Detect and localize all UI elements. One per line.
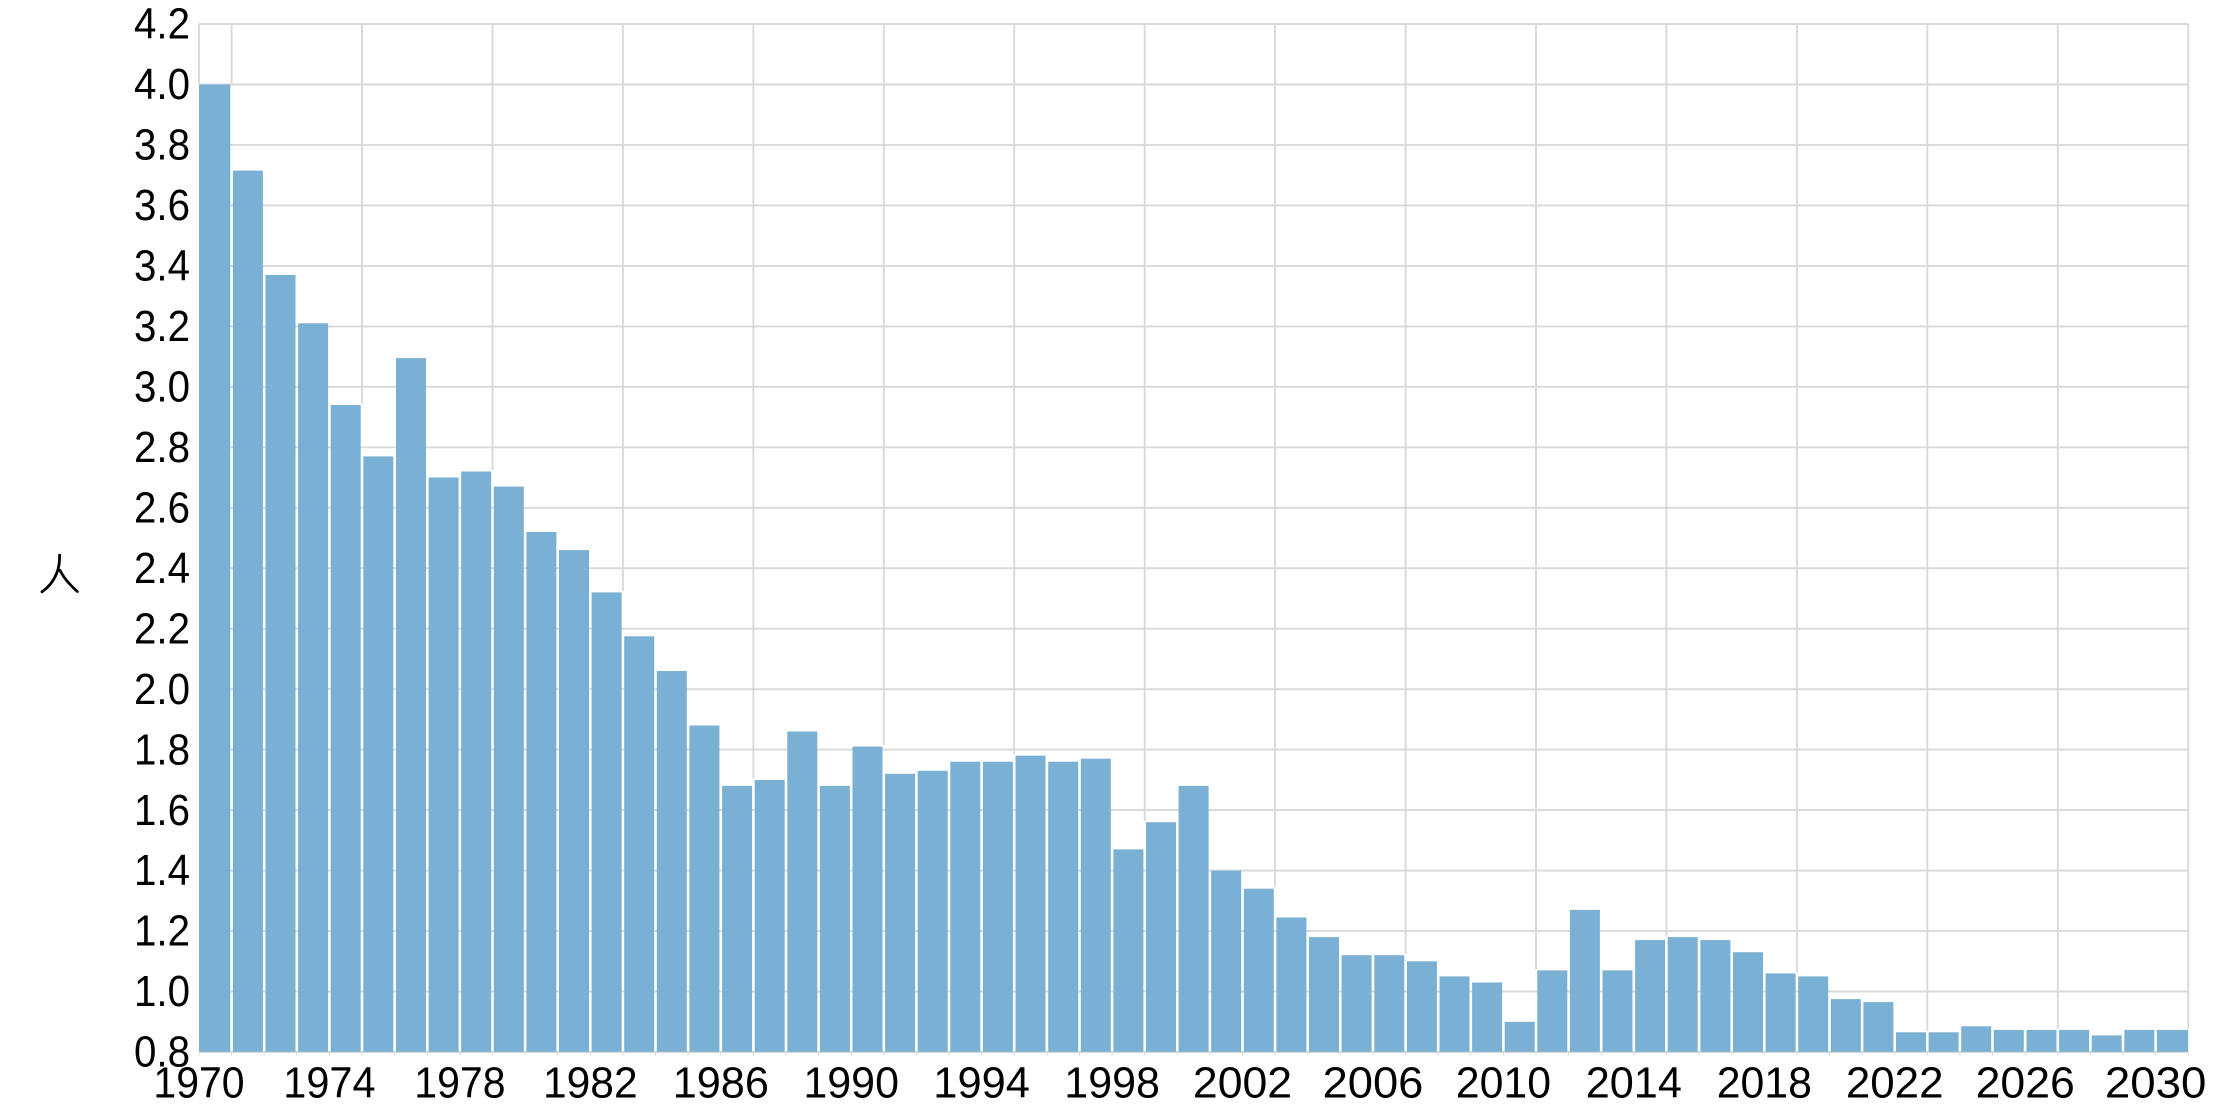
svg-text:1.0: 1.0	[134, 967, 190, 1016]
svg-text:3.4: 3.4	[134, 242, 190, 291]
svg-text:2002: 2002	[1193, 1059, 1292, 1108]
svg-text:1986: 1986	[673, 1059, 769, 1108]
svg-text:1994: 1994	[933, 1059, 1030, 1108]
svg-text:1.8: 1.8	[134, 725, 190, 774]
svg-text:2.2: 2.2	[134, 604, 190, 653]
svg-text:2.0: 2.0	[134, 665, 190, 714]
svg-text:1978: 1978	[414, 1059, 505, 1108]
svg-text:4.2: 4.2	[134, 0, 190, 49]
svg-text:2014: 2014	[1586, 1059, 1682, 1108]
svg-text:2030: 2030	[2105, 1059, 2207, 1108]
svg-text:2.6: 2.6	[134, 483, 190, 532]
svg-text:0.8: 0.8	[134, 1028, 190, 1077]
svg-text:2010: 2010	[1456, 1059, 1551, 1108]
svg-text:1974: 1974	[283, 1059, 375, 1108]
svg-text:1.2: 1.2	[134, 907, 190, 956]
svg-text:1982: 1982	[543, 1059, 638, 1108]
svg-text:2.8: 2.8	[134, 423, 190, 472]
svg-text:1.4: 1.4	[134, 846, 190, 895]
svg-text:1990: 1990	[803, 1059, 899, 1108]
svg-text:2018: 2018	[1717, 1059, 1812, 1108]
svg-text:3.8: 3.8	[134, 121, 190, 170]
svg-text:2.4: 2.4	[134, 544, 190, 593]
svg-text:3.2: 3.2	[134, 302, 190, 351]
svg-text:3.6: 3.6	[134, 181, 190, 230]
svg-text:2026: 2026	[1976, 1059, 2075, 1108]
svg-text:2022: 2022	[1846, 1059, 1944, 1108]
svg-text:1.6: 1.6	[134, 786, 190, 835]
svg-text:3.0: 3.0	[134, 363, 190, 412]
svg-text:1970: 1970	[153, 1059, 244, 1108]
svg-text:2006: 2006	[1323, 1059, 1424, 1108]
svg-text:4.0: 4.0	[134, 60, 190, 109]
svg-text:1998: 1998	[1064, 1059, 1160, 1108]
